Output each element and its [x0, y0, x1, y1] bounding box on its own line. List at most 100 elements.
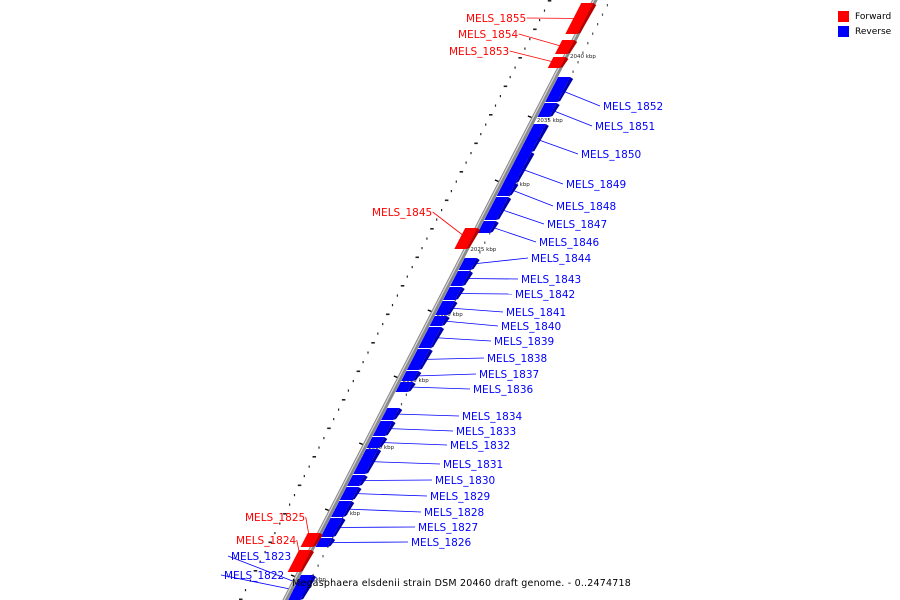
gene-leader-line	[360, 479, 433, 481]
gene-block-shade	[447, 301, 458, 315]
gene-label: MELS_1852	[603, 101, 663, 113]
ruler-dot	[441, 209, 443, 212]
gene-block-shade	[462, 271, 473, 286]
gene-block-shade	[470, 258, 480, 270]
gene-block-shade	[327, 538, 336, 547]
ruler-dot	[341, 399, 346, 401]
reverse-swatch	[838, 26, 849, 37]
ruler-dot	[450, 190, 452, 193]
ruler-dot	[352, 380, 354, 383]
gene-label: MELS_1826	[411, 537, 471, 549]
gene-leader-line	[415, 373, 477, 377]
ruler-dot	[587, 42, 589, 45]
gene-block	[458, 258, 477, 270]
gene-block	[443, 287, 462, 300]
gene-block	[454, 228, 478, 249]
gene-block-shade	[332, 518, 346, 537]
gene-leader-line	[395, 413, 460, 417]
gene-block	[435, 301, 455, 315]
gene-block	[315, 538, 333, 547]
gene-block-shade	[566, 40, 578, 54]
ruler-dot	[524, 47, 526, 50]
gene-label: MELS_1830	[435, 475, 495, 487]
ruler-dot	[592, 32, 594, 35]
gene-label: MELS_1854	[458, 29, 518, 41]
gene-label: MELS_1843	[521, 274, 581, 286]
gene-block-shade	[413, 371, 422, 381]
gene-block-shade	[378, 437, 388, 448]
gene-block	[429, 316, 447, 326]
ruler-dot	[317, 564, 319, 567]
gene-leader-line	[472, 257, 529, 265]
ruler-dot	[577, 61, 579, 64]
gene-label: MELS_1828	[424, 507, 484, 519]
gene-mels-1849	[503, 152, 535, 183]
gene-block	[418, 327, 442, 348]
ruler-dot	[377, 332, 379, 335]
gene-mels-1822	[288, 583, 312, 600]
ruler-dot	[332, 536, 334, 539]
gene-mels-1824	[287, 550, 314, 572]
ruler-dot	[356, 370, 361, 373]
ruler-dot	[518, 57, 522, 59]
gene-leader-line	[533, 137, 579, 155]
genome-backbone-highlight	[283, 0, 595, 600]
ruler-dot	[274, 532, 276, 535]
ruler-tick-label: 2025 kbp	[470, 247, 496, 253]
gene-block-shade	[359, 475, 368, 486]
gene-label: MELS_1823	[231, 551, 291, 563]
gene-leader-line	[334, 526, 416, 528]
ruler-dot	[465, 161, 467, 164]
gene-label: MELS_1822	[224, 570, 284, 582]
ruler-dot	[480, 133, 482, 136]
ruler-dot	[582, 51, 584, 54]
gene-block-shade	[466, 228, 481, 249]
ruler-dot	[533, 28, 537, 31]
gene-mels-1830	[347, 475, 368, 486]
ruler-dot	[499, 95, 501, 98]
ruler-dot	[489, 232, 491, 235]
gene-block-shade	[496, 197, 512, 220]
gene-label: MELS_1834	[462, 411, 522, 423]
ruler-dot	[323, 437, 325, 440]
ruler-dot	[421, 247, 423, 250]
gene-block-shade	[549, 103, 560, 117]
gene-mels-1850	[519, 124, 549, 152]
ruler-dot	[479, 251, 481, 254]
gene-label: MELS_1838	[487, 353, 547, 365]
gene-leader-line	[409, 386, 471, 390]
gene-label: MELS_1831	[443, 459, 503, 471]
ruler-dot	[444, 199, 449, 202]
legend-item-reverse: Reverse	[838, 24, 891, 39]
gene-leader-line	[432, 211, 468, 239]
gene-block-shade	[441, 316, 450, 326]
gene-mels-1844	[458, 258, 480, 270]
gene-leader-line	[509, 50, 556, 63]
gene-leader-line	[227, 555, 305, 586]
gene-mels-1836	[395, 382, 416, 392]
gene-mels-1848	[496, 183, 519, 196]
ruler-dot	[406, 275, 408, 278]
ruler-dot	[601, 13, 604, 16]
ruler-dot	[459, 171, 464, 173]
ruler-dot	[303, 475, 305, 478]
ruler-dot	[289, 503, 291, 506]
ruler-dot	[312, 456, 316, 458]
ruler-dot	[371, 342, 375, 344]
gene-mels-1831	[353, 449, 382, 474]
gene-block-shade	[508, 183, 519, 196]
gene-block	[401, 371, 419, 381]
ruler-dot	[489, 114, 493, 116]
ruler-dot	[293, 494, 296, 497]
gene-label: MELS_1840	[501, 321, 561, 333]
gene-mels-1842	[443, 287, 465, 300]
ruler-tick-label: 2015 kbp	[403, 378, 429, 384]
gene-leader-line	[510, 189, 554, 207]
ruler-dot	[264, 551, 266, 554]
gene-mels-1840	[429, 316, 450, 326]
gene-mels-1825	[300, 533, 323, 547]
gene-block	[381, 408, 400, 420]
ruler-dot	[362, 361, 364, 364]
gene-block-shade	[515, 152, 535, 183]
